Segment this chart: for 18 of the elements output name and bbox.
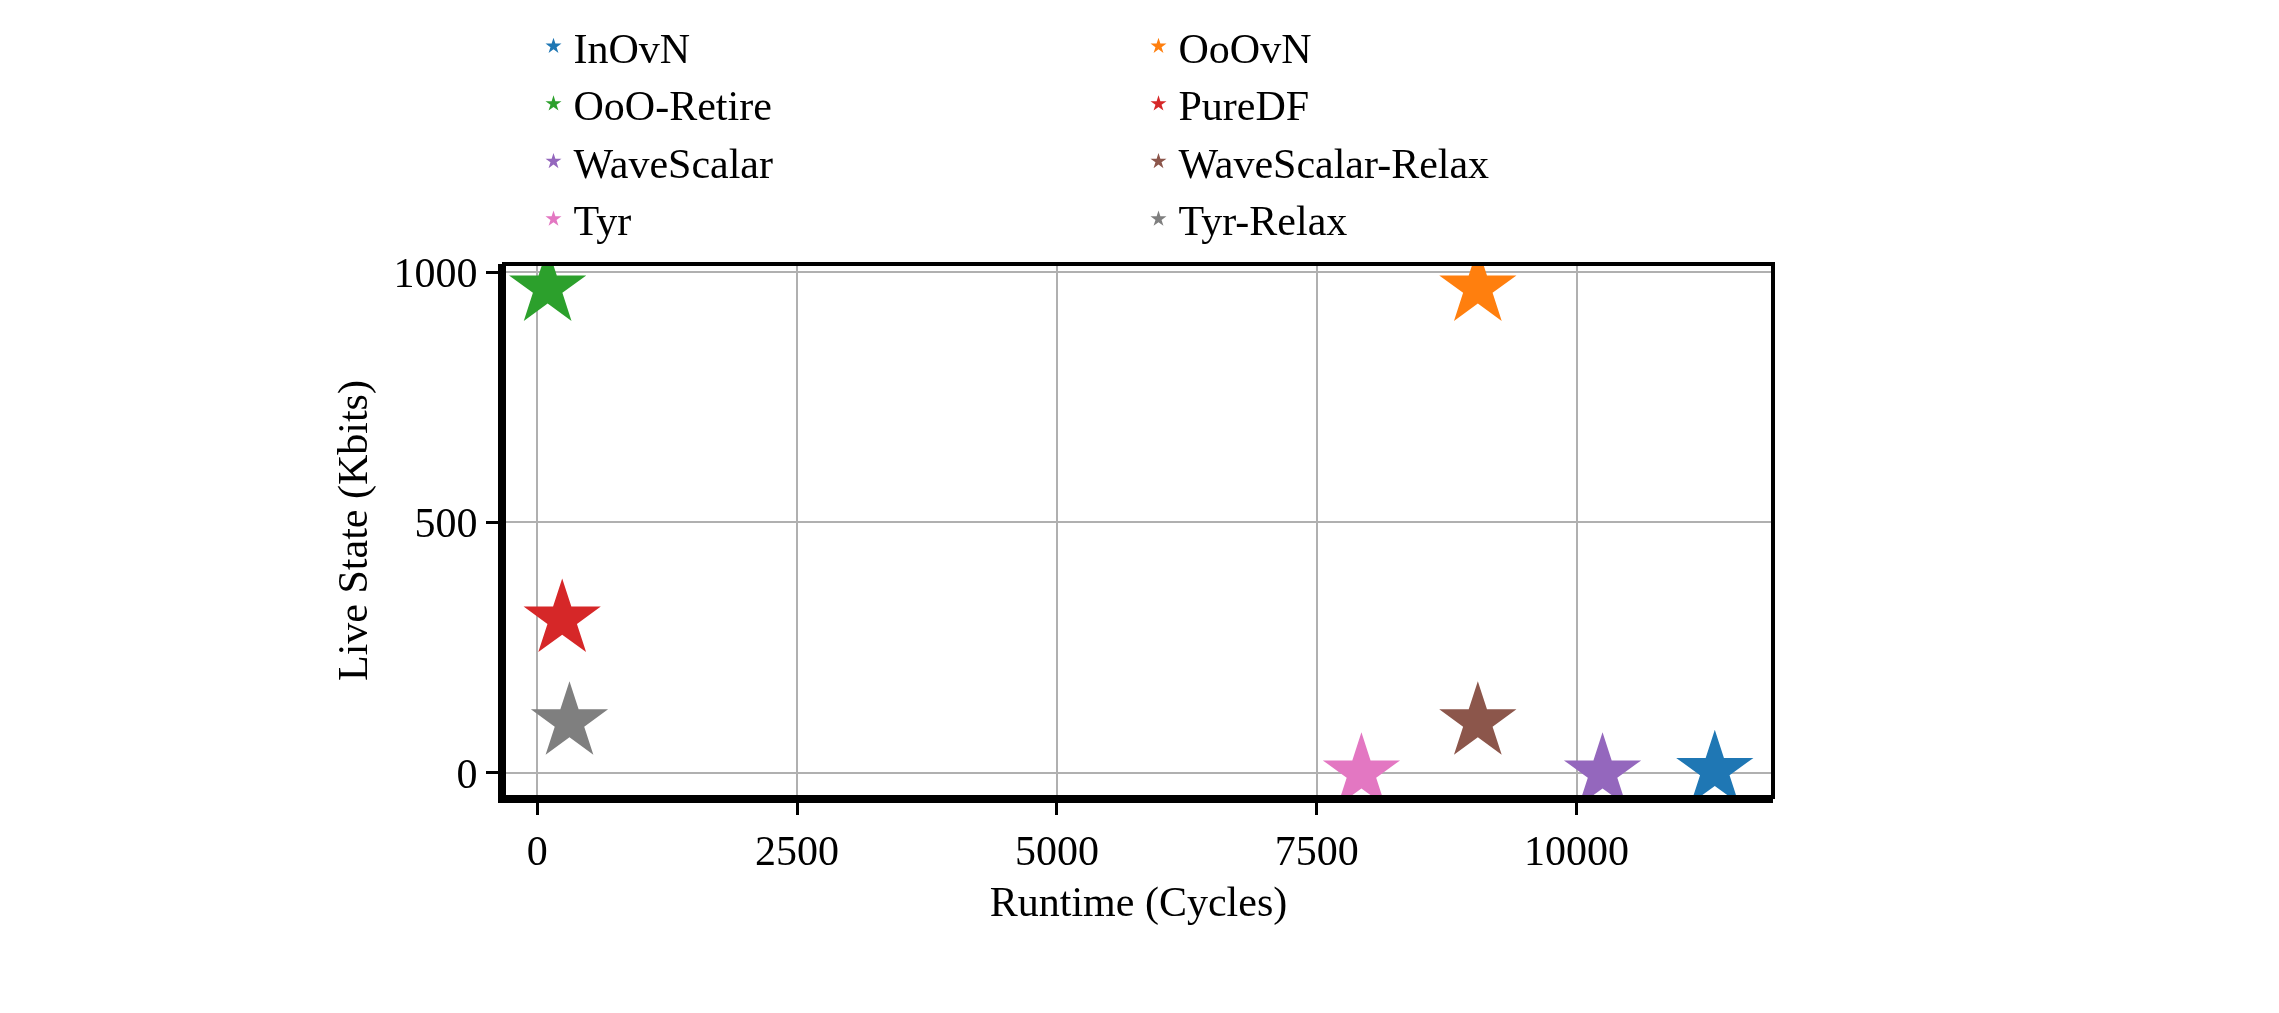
x-axis-title: Runtime (Cycles) [989, 878, 1288, 926]
x-tick-label: 5000 [1014, 828, 1099, 875]
legend-label: OoOvN [1178, 25, 1312, 72]
y-axis-title: Live State (Kbits) [329, 380, 377, 681]
y-tick-label: 1000 [393, 249, 478, 296]
x-tick-label: 7500 [1274, 828, 1359, 875]
legend-label: InOvN [573, 25, 691, 72]
legend-label: WaveScalar [573, 140, 774, 187]
x-tick-label: 2500 [755, 828, 840, 875]
y-tick-label: 0 [456, 750, 478, 797]
legend-label: Tyr-Relax [1178, 198, 1348, 245]
x-tick-label: 0 [526, 828, 548, 875]
legend-label: OoO-Retire [573, 83, 772, 130]
legend-label: Tyr [573, 198, 632, 245]
x-tick-label: 10000 [1524, 828, 1630, 875]
y-tick-label: 500 [414, 500, 478, 547]
legend-label: PureDF [1178, 83, 1310, 130]
legend-label: WaveScalar-Relax [1178, 140, 1490, 187]
